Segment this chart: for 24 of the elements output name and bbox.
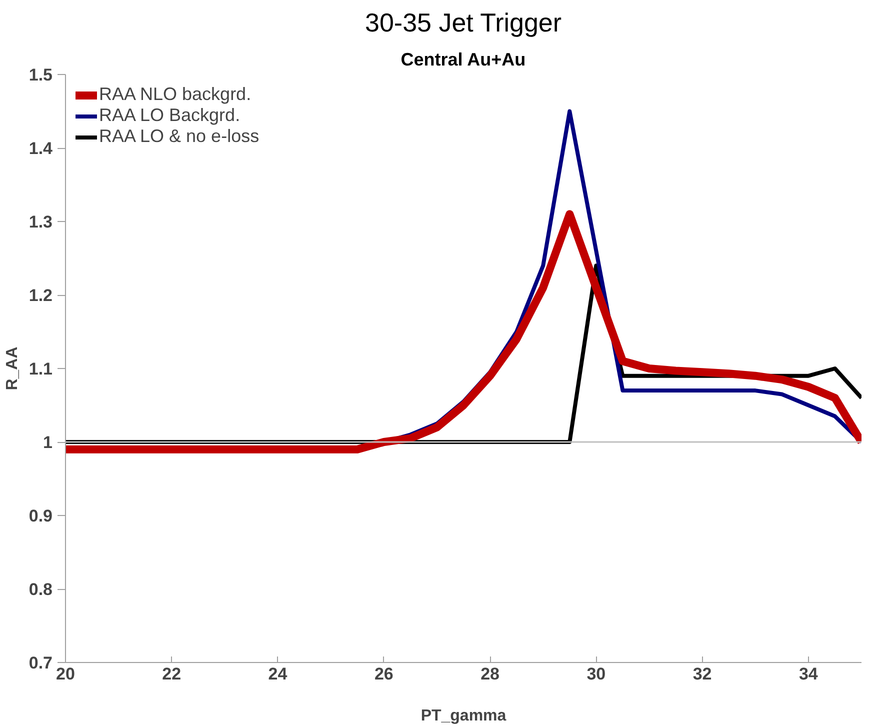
legend-label: RAA NLO backgrd. — [99, 84, 252, 105]
y-tick-label: 1.3 — [28, 212, 53, 232]
x-tick-label: 20 — [56, 664, 75, 684]
y-tick-label: 1.1 — [28, 360, 53, 378]
x-tick-label: 28 — [480, 664, 500, 684]
x-axis-title: PT_gamma — [420, 708, 506, 724]
chart-title: 30-35 Jet Trigger — [364, 8, 562, 38]
y-tick-label: 1 — [43, 433, 53, 452]
y-tick-label: 0.8 — [28, 580, 53, 599]
x-tick-label: 26 — [374, 664, 394, 684]
y-tick-label: 0.7 — [28, 654, 53, 672]
y-axis-title: R_AA — [4, 346, 21, 390]
y-tick-label: 0.9 — [28, 506, 53, 526]
y-tick-label: 1.5 — [28, 66, 53, 84]
y-tick-label: 1.2 — [28, 286, 53, 305]
x-tick-label: 32 — [692, 664, 712, 684]
x-tick-label: 24 — [268, 664, 288, 684]
legend-label: RAA LO Backgrd. — [99, 105, 240, 126]
x-tick-label: 34 — [798, 664, 818, 684]
legend-label: RAA LO & no e-loss — [99, 126, 260, 147]
x-tick-label: 22 — [162, 664, 182, 684]
chart-subtitle: Central Au+Au — [400, 50, 526, 70]
x-tick-label: 30 — [586, 664, 606, 684]
y-tick-label: 1.4 — [28, 139, 54, 158]
